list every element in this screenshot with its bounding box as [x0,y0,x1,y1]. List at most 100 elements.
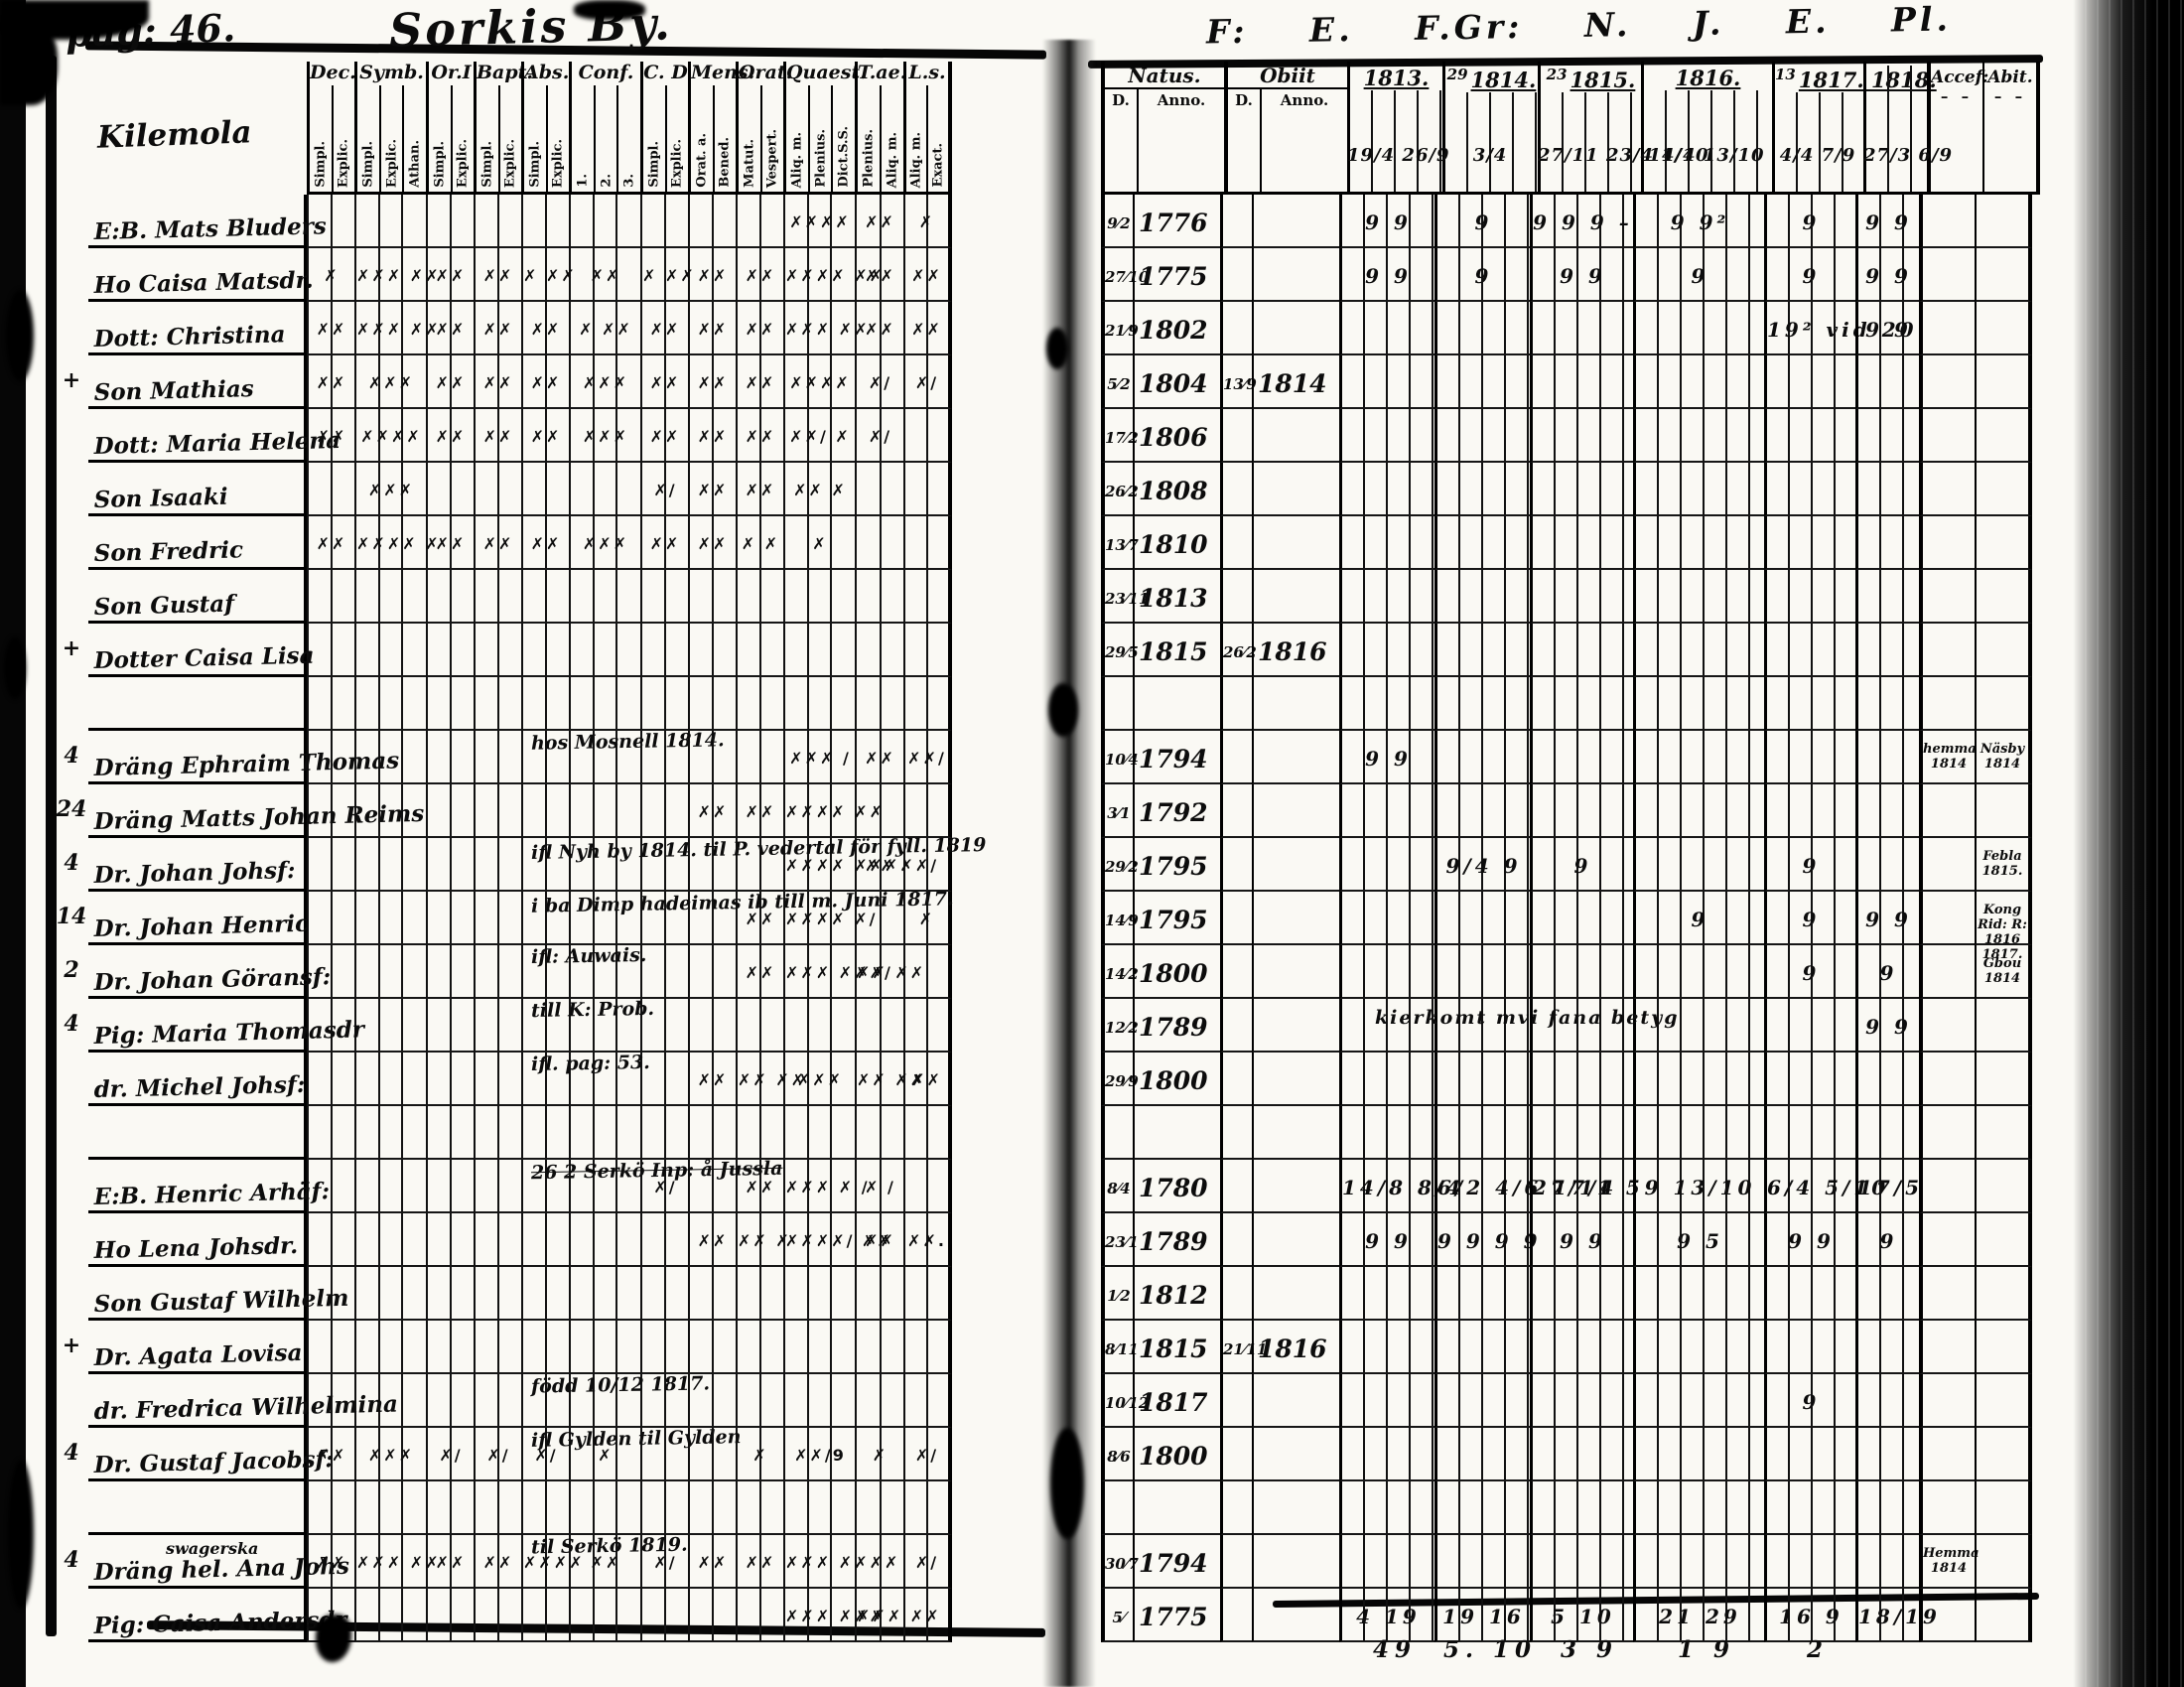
marks-qu: ✗✗✗✗ [783,355,855,409]
marks-symb: ✗✗✗ ✗✗ [354,302,439,355]
abit-note [1975,1374,2032,1428]
obiit-year [1252,1374,1339,1428]
natus-day: 29⁄9 [1101,1053,1139,1106]
person-name: Dr. Johan Henric [93,910,310,942]
abit-note [1975,1535,2032,1589]
total-value: 2 [1806,1636,1829,1663]
person-name-cell: Dott: Christina [88,302,307,355]
mark-text [428,1213,474,1231]
natus-year: 1808 [1133,463,1220,516]
year-marks-1818 [1855,1535,1919,1589]
table-row: Ho Caisa Matsdr. ✗ ✗✗✗ ✗✗ ✗✗ ✗✗ ✗ ✗✗ ✗✗ ✗ ✗✗ ✗✗ ✗… [55,248,2032,302]
margin-mark: 4 [64,1011,79,1037]
mark-text [857,1481,903,1499]
mark-text [309,570,354,588]
marks-tae [855,1481,903,1535]
year-tick-columns [1775,92,1863,192]
mark-text [642,624,688,641]
marks-conf [569,1213,640,1267]
table-row: Son Fredric ✗✗ ✗✗✗✗ ✗ ✗✗ ✗✗ ✗✗ ✗✗✗ ✗✗ ✗✗ ✗ ✗ ✗ 13⁄7… [55,516,2032,570]
subcolumns: D. Anno. [1105,89,1224,192]
marks-symb [354,1053,426,1106]
marks-orl [426,1160,474,1213]
abit-note [1975,624,2032,677]
marks-cd: ✗✗ [640,516,688,570]
marks-orat: ✗✗ [736,945,783,999]
marks-ls [903,1481,952,1535]
accef-note: Hemma 1814 [1919,1535,1979,1589]
mark-text [785,677,855,695]
obiit-year [1252,1535,1339,1589]
marks-bapt [474,892,521,945]
year-marks-1816 [1633,302,1764,355]
year-marks-1815: 9 9 [1530,248,1633,302]
person-name-cell: Son Fredric [88,516,307,570]
marks-tae: ✗✗ ✗✗ [855,1053,923,1106]
marks-symb: ✗✗✗✗ ✗ [354,516,439,570]
marks-tae [855,463,903,516]
left-page-frame-line [46,56,57,1636]
abit-note [1975,248,2032,302]
subcolumn-label: Explic. [502,138,518,188]
mark-text [690,1321,736,1338]
marks-cd [640,945,688,999]
accef-note [1919,1428,1975,1481]
obiit-year [1252,1160,1339,1213]
column-group-label: Orat. [739,62,793,83]
person-name: Ho Caisa Matsdr. [93,266,314,299]
first-date: 19/4 26/9 [1347,145,1450,166]
marks-mens: ✗✗ [688,1213,736,1267]
abit-note [1975,409,2032,463]
year-marks-1813 [1339,570,1434,624]
mark-text [476,677,521,695]
mark-text [309,1374,354,1392]
marks-bapt [474,1589,521,1642]
mark-text [785,1374,855,1392]
mark-text [476,1589,521,1607]
marks-qu: ✗✗✗✗/ ✗✗ [783,1213,890,1267]
accef-note [1919,1481,1975,1535]
year-label-text: 1815. [1570,68,1636,92]
marks-orl [426,1321,474,1374]
marks-qu: ✗✗✗ ✗✗✗✗ [783,1535,897,1589]
accef-note [1919,1106,1975,1160]
mark-text: ✗✗ [745,910,776,928]
marks-bapt [474,1267,521,1321]
person-name-cell: swagerska Dräng hel. Ana Johs [88,1535,349,1589]
accef-note [1919,945,1975,999]
marks-dec [307,1481,354,1535]
natus-year: 1780 [1133,1160,1220,1213]
marks-cd: ✗✗ [640,302,688,355]
year-marks-1816 [1633,784,1764,838]
marks-qu: ✗ [783,516,855,570]
mark-text [428,945,474,963]
marks-abs [521,195,569,248]
year-label: 23 1815. [1541,62,1641,92]
table-row: Son Gustaf 23⁄11 1813 [55,570,2032,624]
marks-abs [521,1053,569,1106]
marks-ls [903,1106,952,1160]
marks-orl [426,1267,474,1321]
obiit-day [1220,1267,1252,1321]
subcolumns: Simpl. Explic. [310,85,354,192]
marks-abs [521,731,569,784]
year-marks-1818 [1855,838,1919,892]
column-group-ls: L.s. Aliq. m. Exact. [903,62,952,195]
margin-mark: 24 [56,796,87,822]
year-marks-1817: 9 [1764,838,1855,892]
mark-text: ✗/ [486,1446,510,1465]
year-marks-1814: 9/4 9 [1434,838,1530,892]
year-marks-1814: 6/2 4/6 17/4 [1434,1160,1613,1213]
marks-bapt [474,731,521,784]
margin-mark: 4 [64,743,79,769]
margin-mark [55,463,88,516]
marks-bapt [474,1053,521,1106]
year-marks-1817 [1764,1053,1855,1106]
accef-note [1919,463,1975,516]
natus-year: 1800 [1133,945,1220,999]
marks-symb: ✗✗✗ ✗✗ [354,248,439,302]
mark-text: ✗ [324,266,340,285]
obiit-day [1220,409,1252,463]
mark-text: ✗✗ ✗✗ [738,1070,807,1089]
year-label: 29 1814. [1445,62,1538,92]
